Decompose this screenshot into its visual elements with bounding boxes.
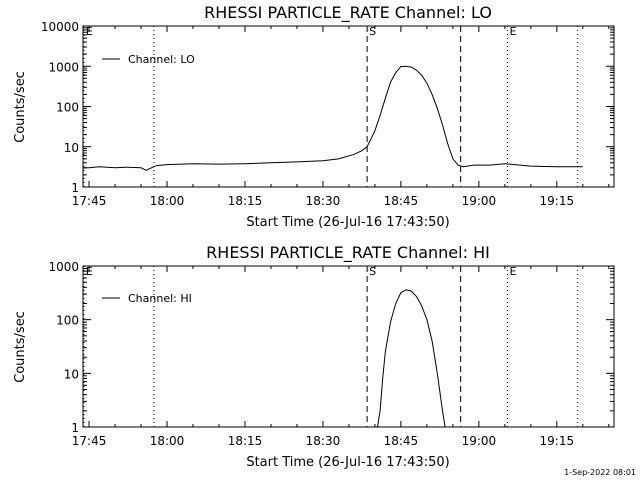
y-tick-label-hi: 10: [64, 367, 79, 381]
y-axis-label-lo: Counts/sec: [13, 71, 28, 143]
x-tick-label-hi: 19:00: [462, 434, 497, 448]
marker-label-hi: E: [86, 265, 93, 278]
panel-lo: RHESSI PARTICLE_RATE Channel: LO Counts/…: [13, 3, 492, 230]
legend-lo: Channel: LO: [102, 53, 195, 66]
x-tick-label-lo: 18:30: [306, 194, 341, 208]
plot-frame-lo: [82, 25, 615, 188]
x-tick-label-hi: 19:15: [540, 434, 575, 448]
y-tick-label-lo: 1000: [48, 60, 79, 74]
marker-label-lo: S: [369, 25, 376, 38]
legend-entry-lo: Channel: LO: [128, 53, 195, 66]
y-tick-label-lo: 100: [56, 101, 79, 115]
panel-hi: RHESSI PARTICLE_RATE Channel: HI Counts/…: [13, 243, 490, 470]
x-tick-label-lo: 18:15: [228, 194, 263, 208]
chart-marks: 17:45 18:00 18:15 18:30 18:45 19:00 19:15 1 10 10…: [41, 20, 615, 448]
series-line-lo: [83, 65, 583, 171]
x-tick-label-hi: 18:30: [306, 434, 341, 448]
x-axis-label-lo: Start Time (26-Jul-16 17:43:50): [246, 215, 449, 230]
x-tick-label-lo: 19:00: [462, 194, 497, 208]
chart-title-lo: RHESSI PARTICLE_RATE Channel: LO: [204, 3, 492, 23]
marker-label-hi: S: [369, 265, 376, 278]
marker-label-hi: E: [509, 265, 516, 278]
y-tick-label-hi: 1: [71, 421, 79, 435]
x-tick-label-lo: 17:45: [72, 194, 107, 208]
series-line-hi: [377, 289, 446, 428]
y-tick-label-hi: 100: [56, 314, 79, 328]
y-tick-label-lo: 1: [71, 181, 79, 195]
legend-entry-hi: Channel: HI: [128, 292, 192, 305]
x-tick-label-hi: 18:00: [150, 434, 185, 448]
x-tick-label-lo: 19:15: [540, 194, 575, 208]
y-axis-label-hi: Counts/sec: [13, 311, 28, 383]
footer-timestamp: 1-Sep-2022 08:01: [564, 468, 636, 477]
x-tick-label-hi: 18:15: [228, 434, 263, 448]
y-tick-label-hi: 1000: [48, 260, 79, 274]
marker-label-lo: E: [509, 25, 516, 38]
chart-title-hi: RHESSI PARTICLE_RATE Channel: HI: [206, 243, 490, 263]
marker-label-lo: E: [86, 25, 93, 38]
legend-hi: Channel: HI: [102, 292, 192, 305]
x-tick-label-lo: 18:45: [384, 194, 419, 208]
plot-frame-hi: [82, 265, 615, 428]
x-axis-label-hi: Start Time (26-Jul-16 17:43:50): [246, 455, 449, 470]
y-tick-label-lo: 10000: [41, 20, 79, 34]
y-tick-label-lo: 10: [64, 141, 79, 155]
x-tick-label-hi: 17:45: [72, 434, 107, 448]
x-tick-label-lo: 18:00: [150, 194, 185, 208]
x-tick-label-hi: 18:45: [384, 434, 419, 448]
